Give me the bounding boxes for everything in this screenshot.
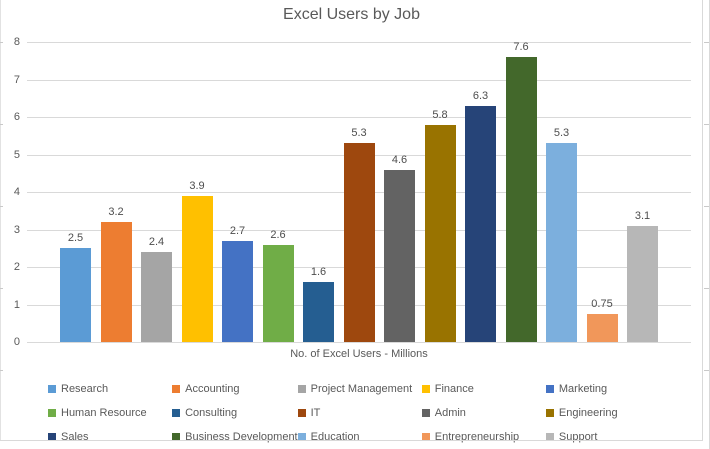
legend-marker-icon	[545, 385, 554, 393]
bar-business-development: 7.6	[505, 41, 537, 342]
legend-label: Education	[310, 431, 360, 443]
legend-label: Sales	[61, 431, 89, 443]
legend-item-research: Research	[48, 383, 172, 395]
legend-marker-icon	[297, 409, 306, 417]
bar-value-label: 5.8	[432, 108, 448, 121]
x-axis-title: No. of Excel Users - Millions	[290, 348, 428, 360]
chart-border-bottom	[0, 440, 703, 441]
y-tick-label: 6	[13, 111, 20, 123]
bar-value-label: 3.2	[108, 206, 124, 218]
bar-admin: 4.6	[384, 154, 415, 342]
legend-marker-icon	[545, 409, 554, 417]
gridline	[27, 79, 691, 81]
legend-marker-icon	[297, 385, 306, 393]
bar-value-label: 3.9	[189, 179, 205, 192]
bar-value-label: 4.6	[391, 153, 408, 166]
legend-item-engineering: Engineering	[545, 407, 670, 419]
legend-marker-icon	[172, 409, 181, 417]
chart-title: Excel Users by Job	[283, 6, 420, 23]
y-tick-label: 7	[13, 73, 20, 86]
gridline	[27, 42, 691, 43]
legend-item-human-resource: Human Resource	[48, 407, 172, 419]
bar-support: 3.1	[627, 210, 658, 342]
legend-label: Consulting	[185, 407, 238, 419]
bar-value-label: 5.3	[553, 127, 570, 140]
legend-marker-icon	[48, 385, 56, 393]
y-tick-label: 1	[13, 298, 20, 311]
bar-value-label: 5.3	[351, 127, 367, 140]
legend-label: Support	[558, 431, 598, 443]
legend-label: Entrepreneurship	[434, 431, 520, 443]
bar-value-label: 2.6	[270, 228, 286, 241]
legend-item-sales: Sales	[48, 431, 172, 443]
y-tick-label: 2	[13, 261, 20, 273]
legend-marker-icon	[172, 433, 181, 441]
legend-label: Engineering	[558, 407, 618, 419]
bar-marketing: 2.7	[222, 225, 253, 342]
legend-item-project-management: Project Management	[297, 383, 422, 395]
bar-value-label: 1.6	[310, 266, 327, 278]
legend-marker-icon	[421, 409, 430, 417]
plot-area: 2.5 3.2 2.4 3.9 2.7 2.6 1.6 5.3 4.6 5.8 6.3 7.6 5.3 0…	[27, 41, 691, 343]
legend-label: Admin	[434, 407, 466, 419]
bar-accounting: 3.2	[100, 206, 132, 342]
legend-marker-icon	[421, 385, 430, 393]
bar-value-label: 2.7	[229, 224, 246, 237]
bar-value-label: 6.3	[472, 89, 489, 102]
bar-consulting: 1.6	[303, 266, 334, 342]
legend-item-it: IT	[297, 407, 422, 419]
bar-entrepreneurship: 0.75	[586, 298, 618, 342]
bar-value-label: 2.4	[148, 236, 165, 248]
legend-item-education: Education	[297, 431, 422, 443]
legend-label: IT	[310, 407, 321, 419]
bar-research: 2.5	[60, 232, 91, 342]
legend-marker-icon	[297, 433, 306, 441]
legend-item-admin: Admin	[421, 407, 546, 419]
sheet-gridline-stubs-right	[704, 42, 709, 442]
legend-marker-icon	[421, 433, 430, 441]
y-tick-label: 5	[13, 148, 20, 161]
bar-education: 5.3	[546, 127, 577, 342]
bar-it: 5.3	[343, 127, 375, 342]
bar-human-resource: 2.6	[262, 229, 294, 342]
legend-label: Marketing	[558, 383, 608, 395]
y-tick-label: 8	[13, 36, 20, 48]
bars: 2.5 3.2 2.4 3.9 2.7 2.6 1.6 5.3 4.6 5.8 6.3 7.6 5.3 0…	[27, 41, 691, 342]
legend-item-marketing: Marketing	[545, 383, 670, 395]
y-axis: 0 1 2 3 4 5 6 7 8	[0, 36, 20, 348]
legend-item-accounting: Accounting	[172, 383, 298, 395]
legend-label: Accounting	[185, 383, 240, 395]
bar-value-label: 7.6	[513, 41, 529, 53]
chart-border-right	[702, 0, 703, 441]
legend-item-finance: Finance	[421, 383, 546, 395]
legend-label: Finance	[434, 383, 474, 395]
legend-label: Project Management	[310, 383, 413, 395]
legend-label: Human Resource	[61, 407, 147, 419]
legend-label: Research	[61, 383, 109, 395]
legend: Research Accounting Project Management Fina…	[48, 377, 670, 449]
bar-value-label: 0.75	[591, 297, 613, 310]
legend-marker-icon	[48, 409, 56, 417]
legend-label: Business Development	[185, 431, 298, 443]
y-tick-label: 3	[13, 223, 20, 236]
bar-value-label: 2.5	[67, 232, 84, 245]
legend-item-support: Support	[545, 431, 670, 443]
sheet-gridline-stubs-left	[0, 42, 3, 442]
bar-value-label: 3.1	[634, 209, 651, 222]
bar-engineering: 5.8	[424, 109, 456, 342]
legend-item-business-development: Business Development	[172, 431, 298, 443]
bar-project-management: 2.4	[141, 236, 172, 342]
y-tick-label: 0	[13, 336, 20, 348]
legend-item-entrepreneurship: Entrepreneurship	[421, 431, 546, 443]
legend-marker-icon	[545, 433, 554, 441]
gridline	[27, 117, 691, 118]
bar-finance: 3.9	[181, 180, 213, 342]
gridline	[27, 342, 691, 343]
bar-sales: 6.3	[465, 90, 496, 342]
legend-marker-icon	[48, 433, 56, 441]
legend-item-consulting: Consulting	[172, 407, 298, 419]
y-tick-label: 4	[13, 186, 20, 198]
legend-marker-icon	[172, 385, 181, 393]
